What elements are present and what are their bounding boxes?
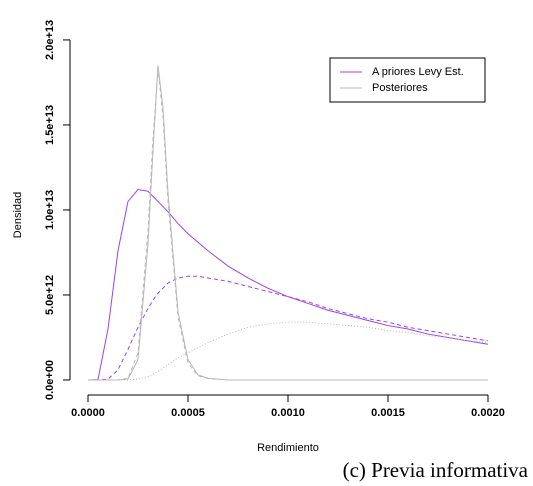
x-tick-label: 0.0005 bbox=[171, 407, 205, 419]
y-tick-label: 5.0e+12 bbox=[44, 275, 56, 315]
legend-box bbox=[329, 57, 486, 103]
y-tick-label: 1.0e+13 bbox=[44, 190, 56, 230]
y-axis-label: Densidad bbox=[12, 192, 24, 238]
x-tick-label: 0.0015 bbox=[371, 407, 405, 419]
x-tick-label: 0.0010 bbox=[271, 407, 305, 419]
caption: (c) Previa informativa bbox=[343, 458, 529, 482]
x-tick-label: 0.0020 bbox=[471, 407, 505, 419]
y-tick-label: 0.0e+00 bbox=[44, 360, 56, 400]
series-line bbox=[88, 321, 489, 381]
series-line bbox=[88, 68, 488, 381]
legend-label: A priores Levy Est. bbox=[372, 66, 464, 78]
series-line bbox=[88, 275, 489, 381]
x-axis-label: Rendimiento bbox=[257, 442, 319, 454]
x-tick-label: 0.0000 bbox=[71, 407, 105, 419]
y-tick-label: 1.5e+13 bbox=[44, 105, 56, 145]
series-line bbox=[87, 188, 489, 381]
y-tick-label: 2.0e+13 bbox=[44, 20, 56, 60]
legend-label: Posteriores bbox=[372, 82, 428, 94]
